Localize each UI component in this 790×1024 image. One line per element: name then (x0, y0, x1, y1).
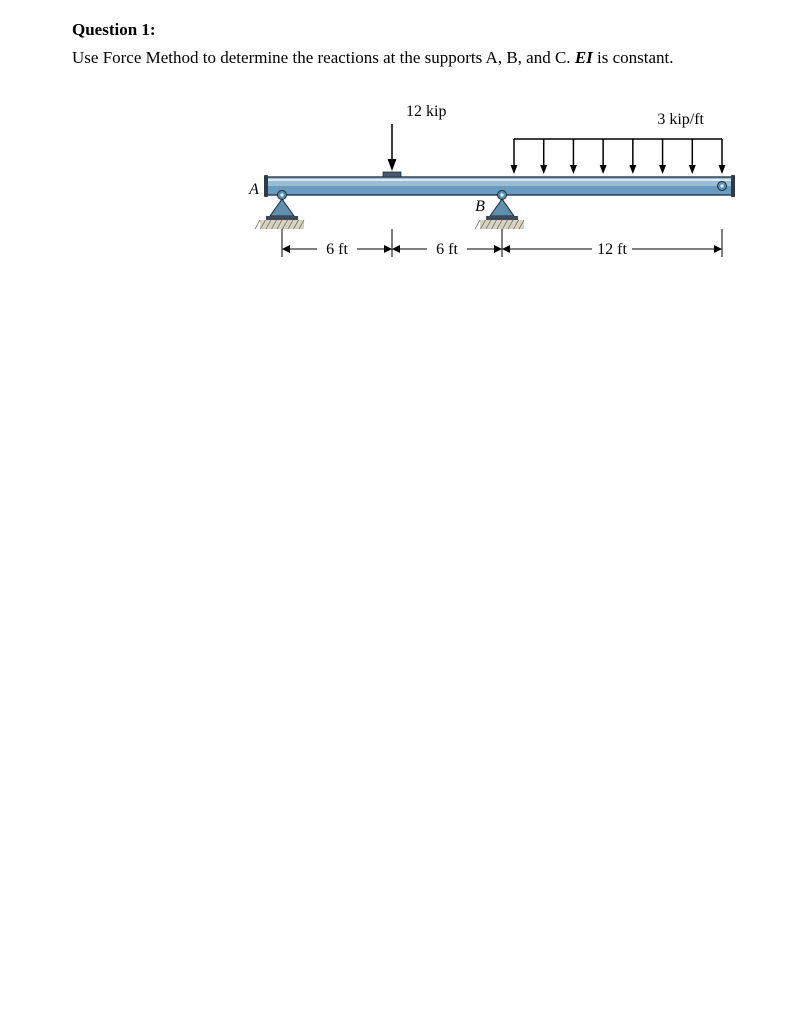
distributed-load: 3 kip/ft (511, 111, 726, 174)
point-load: 12 kip (383, 103, 446, 177)
svg-text:3 kip/ft: 3 kip/ft (657, 111, 704, 128)
svg-text:6 ft: 6 ft (436, 241, 458, 258)
ei-symbol: EI (575, 48, 593, 67)
svg-text:6 ft: 6 ft (326, 241, 348, 258)
svg-text:12 ft: 12 ft (597, 241, 627, 258)
svg-text:B: B (475, 198, 485, 215)
dimension-line: 6 ft 6 ft 12 ft (282, 229, 722, 258)
question-body-pre: Use Force Method to determine the reacti… (72, 48, 575, 67)
question-body: Use Force Method to determine the reacti… (72, 46, 718, 71)
support-b: B (475, 190, 524, 229)
svg-text:A: A (248, 181, 259, 198)
question-body-post: is constant. (593, 48, 674, 67)
beam-svg: A B 12 kip 3 kip/ft 6 ft 6 ft 12 ft (232, 99, 752, 279)
beam-figure: A B 12 kip 3 kip/ft 6 ft 6 ft 12 ft (232, 99, 752, 279)
svg-text:12 kip: 12 kip (406, 103, 446, 120)
question-title: Question 1: (72, 20, 718, 40)
